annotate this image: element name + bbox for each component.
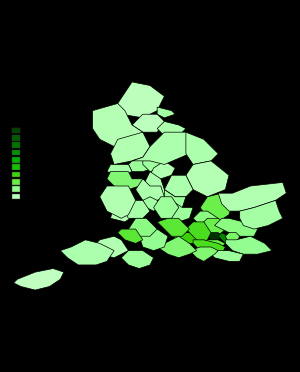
Polygon shape: [118, 229, 143, 243]
Polygon shape: [207, 232, 222, 240]
Polygon shape: [218, 182, 286, 211]
Polygon shape: [240, 201, 283, 229]
Bar: [12, 186, 20, 192]
Bar: [12, 157, 20, 163]
Polygon shape: [157, 218, 190, 236]
Polygon shape: [93, 103, 143, 147]
Polygon shape: [93, 236, 128, 258]
Polygon shape: [214, 218, 258, 236]
Polygon shape: [186, 132, 218, 164]
Polygon shape: [172, 232, 204, 243]
Polygon shape: [200, 232, 211, 243]
Polygon shape: [193, 240, 225, 254]
Polygon shape: [186, 161, 229, 197]
Polygon shape: [132, 132, 193, 164]
Polygon shape: [100, 186, 136, 218]
Bar: [12, 164, 20, 170]
Polygon shape: [225, 232, 240, 243]
Polygon shape: [128, 218, 157, 236]
Polygon shape: [157, 107, 175, 118]
Polygon shape: [186, 222, 211, 243]
Polygon shape: [143, 171, 175, 201]
Polygon shape: [193, 211, 218, 225]
Polygon shape: [164, 190, 186, 211]
Bar: [12, 193, 20, 199]
Bar: [12, 128, 20, 133]
Polygon shape: [110, 201, 136, 222]
Polygon shape: [118, 82, 164, 118]
Polygon shape: [60, 240, 114, 265]
Polygon shape: [190, 247, 218, 262]
Polygon shape: [128, 157, 154, 171]
Polygon shape: [121, 201, 150, 218]
Polygon shape: [107, 171, 143, 190]
Polygon shape: [110, 132, 150, 164]
Polygon shape: [204, 240, 225, 247]
Polygon shape: [157, 236, 197, 258]
Polygon shape: [132, 114, 164, 132]
Polygon shape: [121, 251, 154, 269]
Polygon shape: [139, 229, 168, 251]
Polygon shape: [157, 121, 186, 136]
Polygon shape: [14, 269, 64, 290]
Bar: [12, 150, 20, 155]
Polygon shape: [143, 157, 164, 171]
Polygon shape: [154, 197, 179, 218]
Polygon shape: [200, 193, 233, 222]
Bar: [12, 179, 20, 185]
Bar: [12, 142, 20, 148]
Polygon shape: [107, 164, 132, 175]
Polygon shape: [200, 218, 229, 236]
Polygon shape: [164, 175, 193, 197]
Bar: [12, 135, 20, 141]
Polygon shape: [136, 179, 164, 201]
Bar: [12, 171, 20, 177]
Polygon shape: [150, 161, 175, 179]
Polygon shape: [168, 201, 193, 222]
Polygon shape: [211, 251, 243, 262]
Polygon shape: [218, 232, 232, 243]
Polygon shape: [143, 197, 161, 211]
Polygon shape: [225, 236, 272, 254]
